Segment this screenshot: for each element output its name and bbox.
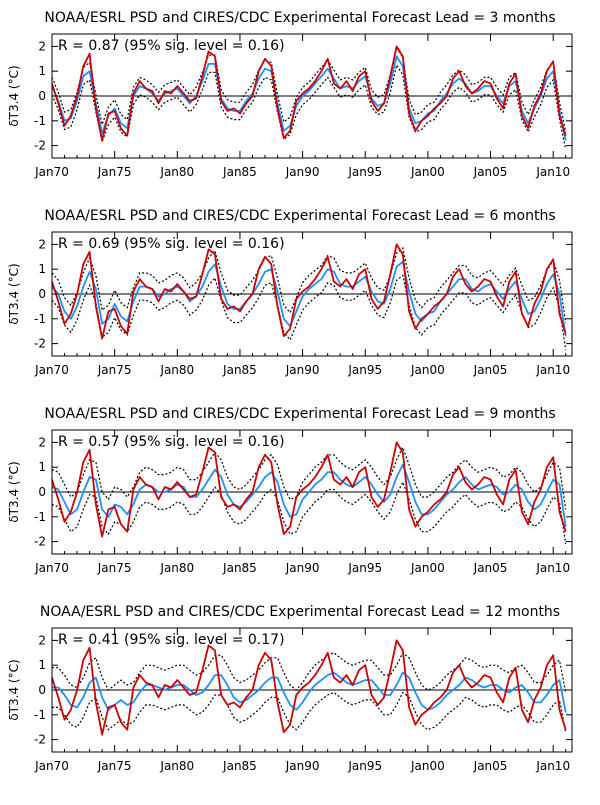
x-tick-label: Jan85 (222, 363, 257, 377)
correlation-annotation: R = 0.57 (95% sig. level = 0.16) (58, 434, 285, 450)
x-tick-label: Jan05 (473, 363, 508, 377)
panel-title: NOAA/ESRL PSD and CIRES/CDC Experimental… (44, 208, 555, 224)
x-tick-label: Jan70 (34, 363, 69, 377)
forecast-series-line (51, 260, 567, 337)
x-tick-label: Jan00 (410, 759, 445, 773)
y-tick-label: 0 (38, 485, 46, 499)
x-tick-label: Jan70 (34, 759, 69, 773)
y-tick-label: -1 (34, 312, 46, 326)
x-tick-label: Jan00 (410, 561, 445, 575)
x-tick-label: Jan70 (34, 561, 69, 575)
correlation-annotation: R = 0.87 (95% sig. level = 0.16) (58, 38, 285, 54)
y-tick-label: -2 (34, 337, 46, 351)
x-tick-label: Jan70 (34, 165, 69, 179)
x-tick-label: Jan85 (222, 759, 257, 773)
y-axis-label: δT3.4 (°C) (7, 659, 21, 720)
y-tick-label: 2 (38, 39, 46, 53)
observed-series-line (51, 639, 567, 736)
x-tick-label: Jan00 (410, 165, 445, 179)
y-tick-label: 0 (38, 89, 46, 103)
forecast-series-line (52, 671, 567, 713)
x-tick-label: Jan75 (97, 561, 132, 575)
y-tick-label: 1 (38, 658, 46, 672)
x-tick-label: Jan95 (347, 363, 382, 377)
observed-series-line (51, 45, 567, 142)
uncertainty-lower-line (51, 480, 567, 545)
x-tick-label: Jan90 (285, 363, 320, 377)
x-tick-label: Jan85 (222, 561, 257, 575)
y-tick-label: -2 (34, 535, 46, 549)
x-tick-label: Jan10 (535, 759, 570, 773)
x-tick-label: Jan05 (473, 165, 508, 179)
uncertainty-upper-line (51, 247, 567, 323)
y-tick-label: -2 (34, 139, 46, 153)
y-tick-label: -1 (34, 114, 46, 128)
y-tick-label: -2 (34, 733, 46, 747)
y-axis-label: δT3.4 (°C) (7, 65, 21, 126)
x-tick-label: Jan75 (97, 165, 132, 179)
x-tick-label: Jan80 (159, 759, 194, 773)
panel-4: NOAA/ESRL PSD and CIRES/CDC Experimental… (7, 604, 573, 773)
x-tick-label: Jan80 (159, 561, 194, 575)
y-tick-label: 1 (38, 262, 46, 276)
x-tick-label: Jan10 (535, 363, 570, 377)
y-tick-label: -1 (34, 510, 46, 524)
y-tick-label: 2 (38, 435, 46, 449)
y-tick-label: 0 (38, 683, 46, 697)
y-tick-label: -1 (34, 708, 46, 722)
observed-series-line (51, 441, 567, 538)
correlation-annotation: R = 0.69 (95% sig. level = 0.16) (58, 236, 285, 252)
forecast-series-line (51, 55, 567, 141)
y-axis-label: δT3.4 (°C) (7, 461, 21, 522)
panel-title: NOAA/ESRL PSD and CIRES/CDC Experimental… (40, 604, 560, 620)
correlation-annotation: R = 0.41 (95% sig. level = 0.17) (58, 632, 285, 648)
y-tick-label: 2 (38, 237, 46, 251)
uncertainty-upper-line (51, 445, 567, 510)
panel-1: NOAA/ESRL PSD and CIRES/CDC Experimental… (7, 10, 573, 179)
x-tick-label: Jan75 (97, 363, 132, 377)
x-tick-label: Jan05 (473, 759, 508, 773)
x-tick-label: Jan80 (159, 165, 194, 179)
x-tick-label: Jan10 (535, 561, 570, 575)
y-axis-label: δT3.4 (°C) (7, 263, 21, 324)
x-tick-label: Jan85 (222, 165, 257, 179)
x-tick-label: Jan90 (285, 561, 320, 575)
forecast-series-line (51, 463, 567, 527)
x-tick-label: Jan10 (535, 165, 570, 179)
x-tick-label: Jan80 (159, 363, 194, 377)
panel-title: NOAA/ESRL PSD and CIRES/CDC Experimental… (44, 406, 555, 422)
uncertainty-upper-line (51, 46, 567, 133)
x-tick-label: Jan75 (97, 759, 132, 773)
x-tick-label: Jan95 (347, 165, 382, 179)
y-tick-label: 0 (38, 287, 46, 301)
x-tick-label: Jan05 (473, 561, 508, 575)
x-tick-label: Jan00 (410, 363, 445, 377)
y-tick-label: 1 (38, 64, 46, 78)
panel-title: NOAA/ESRL PSD and CIRES/CDC Experimental… (44, 10, 555, 26)
panel-3: NOAA/ESRL PSD and CIRES/CDC Experimental… (7, 406, 573, 575)
x-tick-label: Jan90 (285, 759, 320, 773)
x-tick-label: Jan95 (347, 561, 382, 575)
panel-2: NOAA/ESRL PSD and CIRES/CDC Experimental… (7, 208, 573, 377)
x-tick-label: Jan95 (347, 759, 382, 773)
observed-series-line (51, 243, 567, 340)
y-tick-label: 1 (38, 460, 46, 474)
uncertainty-lower-line (51, 274, 567, 350)
x-tick-label: Jan90 (285, 165, 320, 179)
y-tick-label: 2 (38, 633, 46, 647)
